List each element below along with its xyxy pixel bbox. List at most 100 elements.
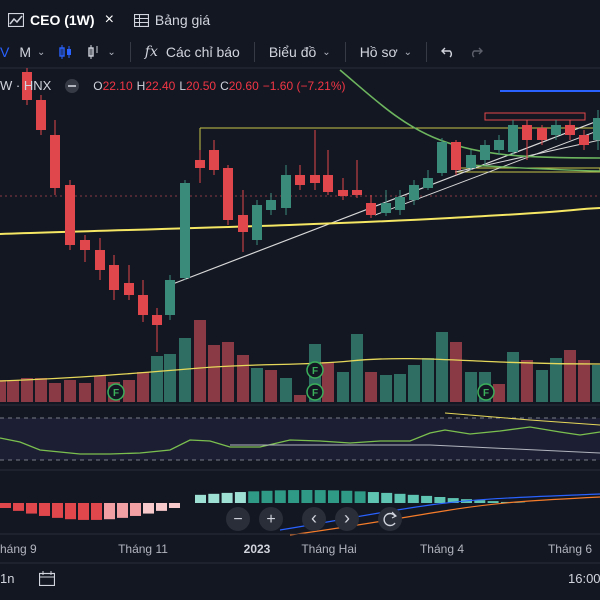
open-value: 22.10: [102, 78, 133, 93]
tab-price-board-label: Bảng giá: [154, 12, 211, 28]
volume-bar: [123, 380, 135, 402]
macd-bar: [354, 491, 366, 503]
candlestick-outline-icon: [88, 45, 98, 59]
toolbar-divider: [129, 42, 131, 62]
candle-body: [124, 283, 134, 295]
tab-bar: CEO (1W) × Bảng giá: [0, 0, 600, 40]
time-axis-label: Tháng 6: [548, 542, 592, 556]
close-value: 20.60: [228, 78, 259, 93]
zoom-in-button[interactable]: +: [259, 507, 283, 531]
macd-bar: [65, 503, 76, 520]
ma-green-line: [339, 69, 600, 159]
candle-body: [494, 140, 504, 150]
legend-toggle-icon[interactable]: [65, 78, 80, 93]
toolbar-divider: [344, 42, 346, 62]
macd-bar: [421, 495, 433, 503]
chart-style-dropdown[interactable]: ⌄: [87, 44, 116, 60]
range-label[interactable]: 1n: [0, 571, 15, 586]
macd-bar: [314, 490, 326, 503]
time-axis-label: Tháng 11: [118, 542, 168, 556]
candle-body: [65, 185, 75, 245]
trendline-1: [169, 119, 600, 286]
volume-bar: [408, 365, 420, 402]
profile-dropdown[interactable]: Hồ sơ ⌄: [360, 44, 412, 60]
macd-bar: [474, 500, 486, 503]
candle-style-button[interactable]: [59, 44, 73, 60]
macd-bar: [104, 503, 115, 520]
volume-group: [0, 320, 600, 402]
candle-body: [209, 150, 219, 170]
candlestick-icon: [59, 45, 72, 59]
candle-body: [295, 175, 305, 185]
bottom-bar: 1n 16:00: [0, 566, 600, 600]
tab-price-board[interactable]: Bảng giá: [126, 0, 218, 40]
profile-label: Hồ sơ: [359, 44, 398, 60]
volume-bar: [194, 320, 206, 402]
macd-bar: [328, 490, 339, 503]
volume-bar: [578, 360, 590, 402]
range-box-top: [484, 112, 586, 121]
macd-bar: [434, 497, 446, 503]
svg-text:F: F: [312, 366, 318, 377]
volume-bar: [592, 365, 600, 402]
macd-histogram: [0, 490, 526, 520]
macd-bar: [274, 490, 286, 503]
scroll-forward-button[interactable]: ›: [335, 507, 359, 531]
symbol-label[interactable]: W · HNX: [0, 78, 52, 93]
candle-body: [423, 178, 433, 188]
zoom-out-button[interactable]: −: [226, 507, 250, 531]
candle-body: [80, 240, 90, 250]
candle-body: [323, 175, 333, 192]
change-value: −1.60 (−7.21%): [262, 78, 346, 93]
close-icon[interactable]: ×: [104, 11, 114, 28]
candle-body: [266, 200, 276, 210]
event-marker[interactable]: F: [477, 383, 495, 401]
candle-body: [165, 280, 175, 315]
macd-bar: [221, 492, 233, 503]
chart-type-dropdown[interactable]: Biểu đồ ⌄: [269, 44, 331, 60]
candle-body: [579, 135, 589, 145]
svg-text:›: ›: [344, 508, 350, 528]
candle-body: [310, 175, 320, 183]
candle-body: [195, 160, 205, 168]
volume-bar: [21, 378, 33, 402]
candle-body: [508, 125, 518, 152]
interval-dropdown[interactable]: M ⌄: [19, 44, 45, 60]
volume-bar: [0, 380, 6, 402]
current-time: 16:00: [568, 571, 600, 586]
candle-body: [551, 125, 561, 135]
macd-bar: [0, 503, 11, 508]
undo-button[interactable]: [441, 46, 455, 58]
macd-bar: [52, 503, 63, 518]
volume-ma-line: [0, 357, 600, 382]
undo-icon: [441, 47, 453, 58]
chevron-down-icon: ⌄: [403, 46, 413, 58]
indicators-label: Các chỉ báo: [165, 44, 240, 60]
event-marker[interactable]: F: [107, 383, 125, 401]
reset-chart-button[interactable]: [378, 507, 402, 531]
scroll-back-button[interactable]: ‹: [302, 507, 326, 531]
close-label: C: [220, 78, 229, 93]
event-marker[interactable]: F: [306, 361, 324, 379]
macd-bar: [26, 503, 37, 514]
reset-icon: [383, 512, 396, 527]
volume-bar: [521, 360, 533, 402]
svg-text:F: F: [113, 388, 119, 399]
redo-button[interactable]: [469, 46, 484, 58]
volume-bar: [151, 356, 163, 402]
volume-bar: [7, 380, 19, 402]
calendar-range-icon[interactable]: [39, 571, 55, 586]
time-axis-label: 2023: [244, 542, 271, 556]
tab-ceo-chart[interactable]: CEO (1W) ×: [0, 0, 122, 40]
indicators-button[interactable]: 𝑓x Các chỉ báo: [145, 44, 240, 60]
svg-text:+: +: [266, 511, 275, 528]
volume-bar: [137, 372, 149, 402]
macd-bar: [195, 494, 206, 503]
volume-bar: [365, 372, 377, 402]
candle-body: [109, 265, 119, 290]
svg-text:F: F: [483, 388, 489, 399]
event-marker[interactable]: F: [306, 383, 324, 401]
tab-ceo-label: CEO (1W): [30, 12, 95, 28]
candle-body: [352, 190, 362, 195]
